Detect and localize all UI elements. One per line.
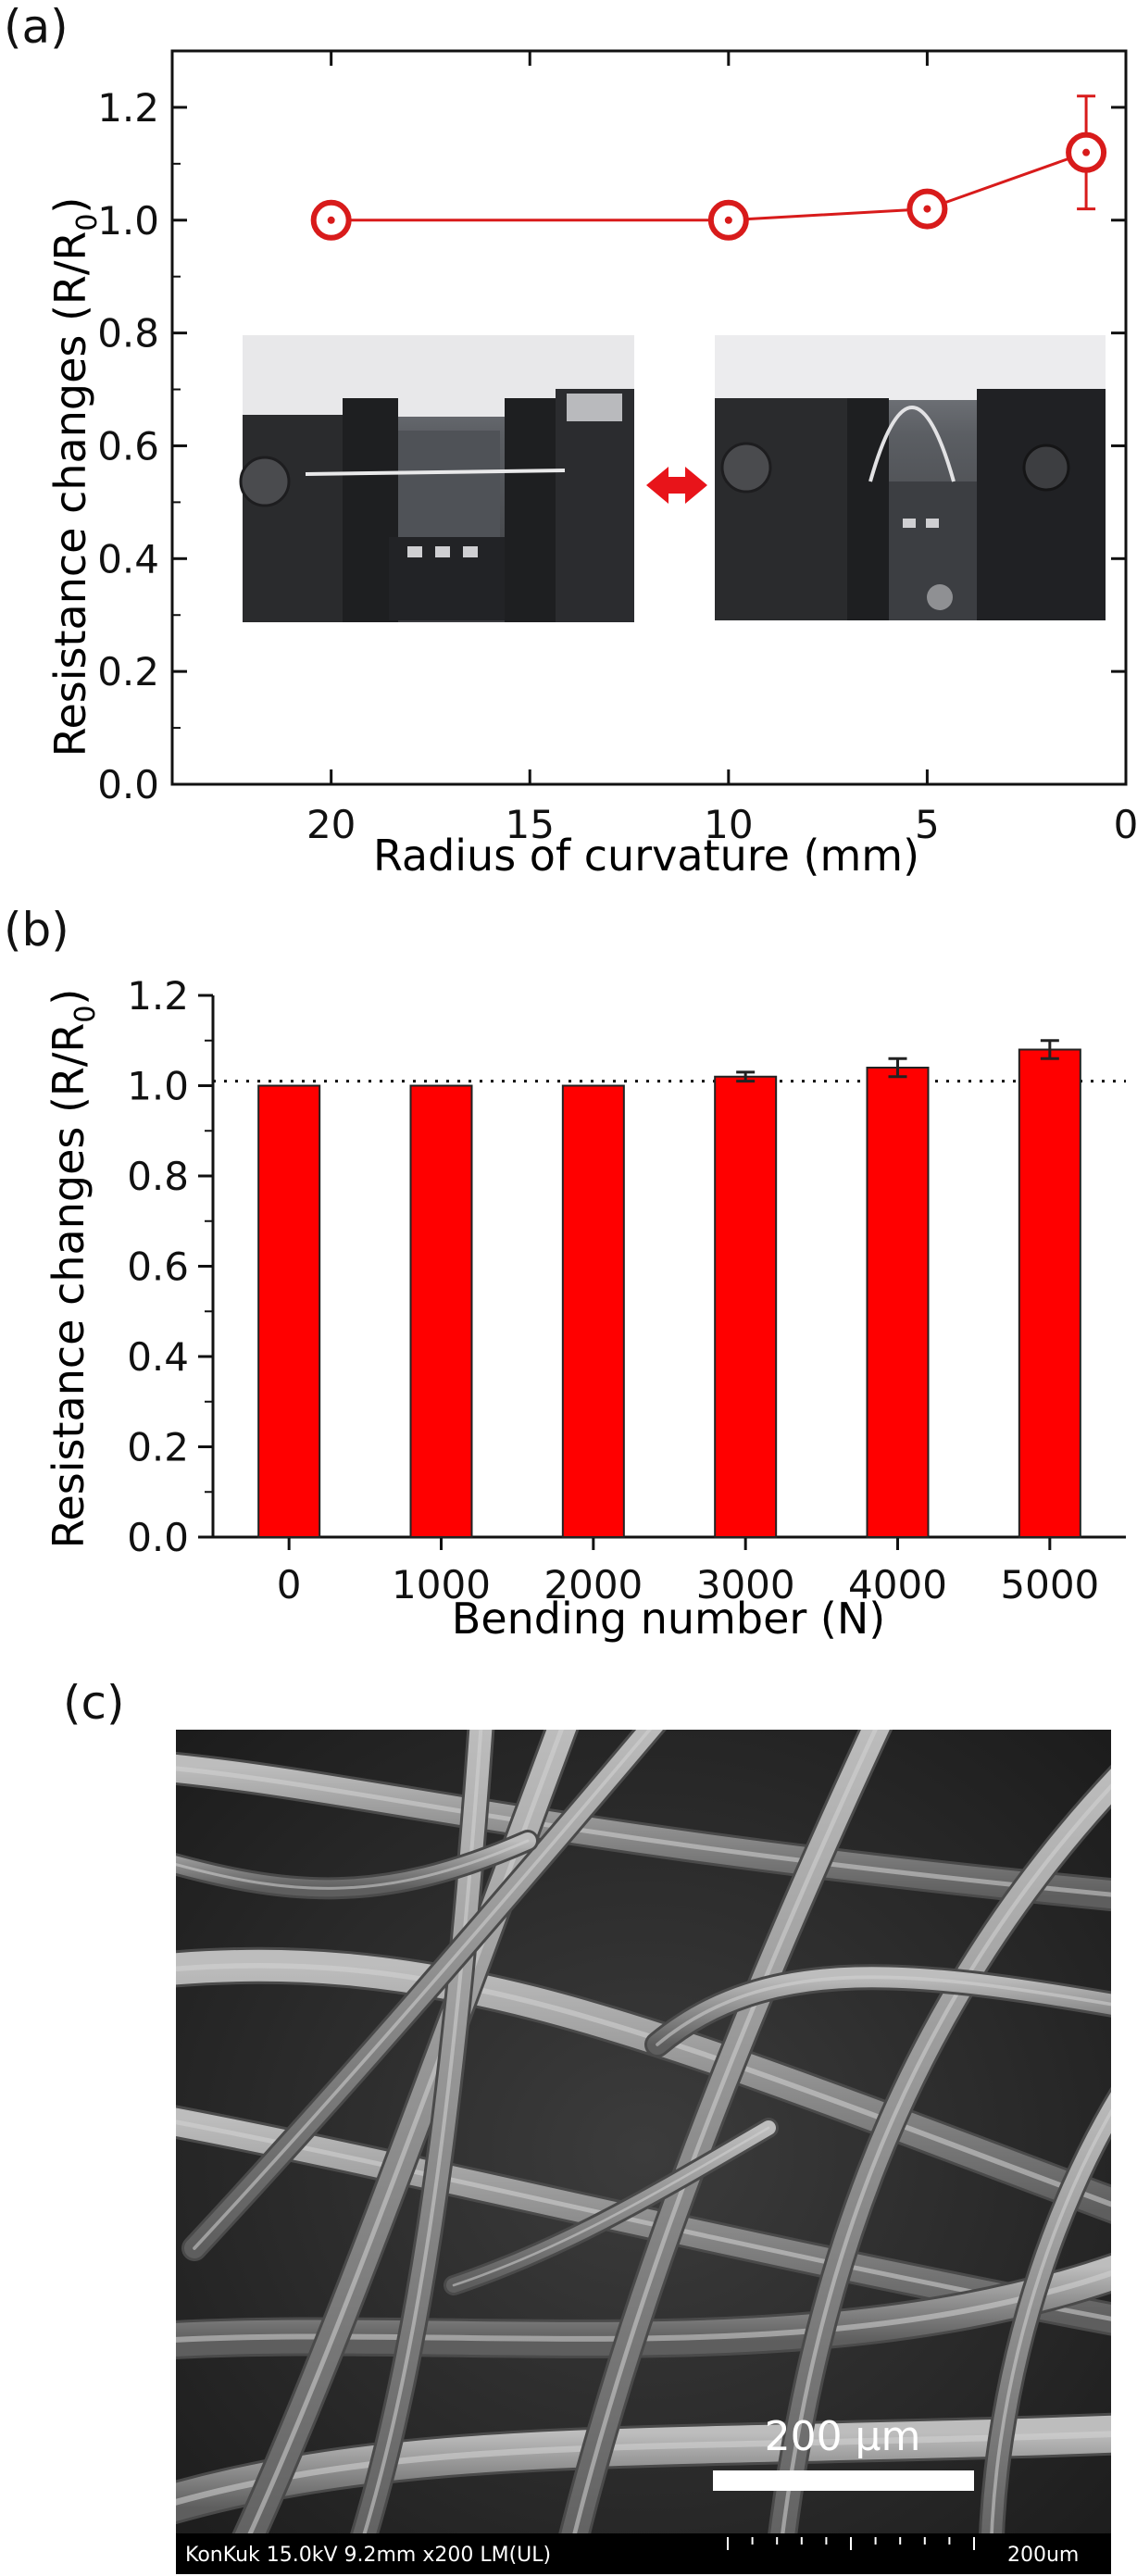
x-tick-label-a: 0	[1114, 802, 1137, 847]
x-tick-label-a: 15	[506, 802, 555, 847]
x-axis-title-b: Bending number (N)	[452, 1594, 885, 1644]
y-tick-label-b: 1.0	[127, 1064, 189, 1109]
sem-footer-scale-ticks	[727, 2537, 975, 2550]
series-line-a	[331, 151, 1087, 222]
x-axis-title-a: Radius of curvature (mm)	[373, 831, 919, 881]
bar-b	[714, 1075, 778, 1538]
data-point-dot-a	[724, 216, 732, 224]
bar-b	[257, 1084, 321, 1538]
sem-footer-text: KonKuk 15.0kV 9.2mm x200 LM(UL)	[185, 2544, 551, 2567]
fiber-highlight	[656, 1975, 1111, 2046]
bar-b	[1018, 1048, 1081, 1538]
fiber-highlight	[989, 2108, 1111, 2574]
sem-footer-scale-text: 200um	[1007, 2544, 1079, 2567]
fiber-highlight	[775, 1783, 1111, 2574]
panel-label-a: (a)	[4, 0, 69, 54]
x-tick-label-b: 3000	[696, 1562, 795, 1607]
fiber-highlight	[562, 1730, 878, 2574]
x-tick-label-b: 2000	[544, 1562, 643, 1607]
y-tick-label-a: 0.8	[97, 311, 159, 356]
y-tick-label-b: 0.2	[127, 1425, 189, 1470]
y-tick-label-a: 0.4	[97, 536, 159, 581]
inset-photos	[239, 335, 1106, 622]
y-tick-label-a: 0.0	[97, 762, 159, 807]
y-tick-label-a: 0.6	[97, 423, 159, 469]
sem-info-bar	[176, 2533, 1111, 2574]
y-tick-label-a: 1.0	[97, 198, 159, 244]
double-arrow-icon	[646, 467, 707, 504]
inset-photo-flat	[239, 335, 634, 622]
bar-b	[561, 1084, 625, 1538]
y-axis-title-a: Resistance changes (R/R0)	[45, 197, 104, 757]
fiber-highlight	[350, 1730, 483, 2574]
chart-a-radius-of-curvature: 0.0 0.2 0.4 0.6 0.8 1.0 1.2 20 15 10 5 0	[45, 49, 1137, 881]
data-point-dot-a	[327, 216, 335, 224]
y-tick-label-b: 0.8	[127, 1154, 189, 1199]
chart-b-bending-number: 0.0 0.2 0.4 0.6 0.8 1.0 1.2 0 1000 2000 3000 4000 50…	[44, 973, 1126, 1644]
y-axis-title-a-main: Resistance changes (R/R	[45, 231, 95, 757]
y-axis-title-a-subscript: 0	[71, 214, 104, 231]
y-tick-label-b: 0.0	[127, 1515, 189, 1560]
y-tick-label-a: 1.2	[97, 85, 159, 131]
scale-bar	[713, 2470, 974, 2491]
x-tick-label-b: 0	[277, 1562, 302, 1607]
x-tick-label-b: 1000	[392, 1562, 491, 1607]
y-tick-label-b: 0.6	[127, 1244, 189, 1290]
fiber-highlight	[452, 2126, 770, 2287]
bar-b	[866, 1067, 930, 1538]
fiber-highlight	[176, 2120, 1111, 2321]
plot-frame-a	[170, 49, 1128, 786]
y-axis-title-b-close: )	[44, 989, 94, 1006]
fiber-highlight	[176, 1839, 530, 1890]
fiber-network	[176, 1730, 1111, 2574]
panel-label-b: (b)	[4, 903, 69, 957]
x-tick-label-a: 20	[306, 802, 356, 847]
y-axis-title-b: Resistance changes (R/R0)	[44, 989, 102, 1549]
x-tick-label-b: 4000	[848, 1562, 947, 1607]
y-tick-label-b: 0.4	[127, 1334, 189, 1380]
panel-label-c: (c)	[63, 1676, 125, 1730]
x-tick-label-a: 10	[704, 802, 753, 847]
y-axis-title-a-close: )	[45, 197, 95, 214]
y-tick-label-a: 0.2	[97, 649, 159, 694]
sem-micrograph: KonKuk 15.0kV 9.2mm x200 LM(UL) 200um 20…	[176, 1730, 1111, 2574]
x-tick-label-b: 5000	[1000, 1562, 1099, 1607]
fiber-highlight	[176, 1962, 1111, 2207]
bar-b	[409, 1084, 473, 1538]
fiber-highlight	[176, 1766, 1111, 1897]
y-axis-title-b-subscript: 0	[69, 1006, 102, 1023]
data-point-dot-a	[923, 205, 931, 213]
y-axis-title-b-main: Resistance changes (R/R	[44, 1023, 94, 1549]
y-tick-label-b: 1.2	[127, 973, 189, 1019]
fiber-highlight	[193, 1730, 652, 2250]
x-tick-label-a: 5	[915, 802, 940, 847]
data-point-dot-a	[1082, 148, 1091, 156]
scale-bar-label: 200 μm	[765, 2413, 921, 2460]
inset-photo-bent	[715, 335, 1106, 620]
